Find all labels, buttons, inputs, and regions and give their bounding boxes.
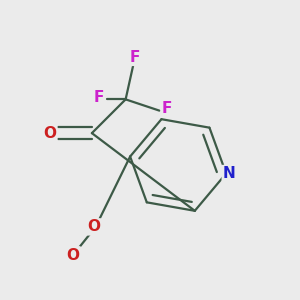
Text: O: O (67, 248, 80, 262)
Text: O: O (67, 248, 80, 262)
Text: F: F (130, 50, 140, 65)
Text: O: O (87, 219, 100, 234)
Text: O: O (44, 126, 56, 141)
Text: N: N (223, 166, 236, 181)
Text: F: F (162, 101, 172, 116)
Text: F: F (93, 90, 104, 105)
